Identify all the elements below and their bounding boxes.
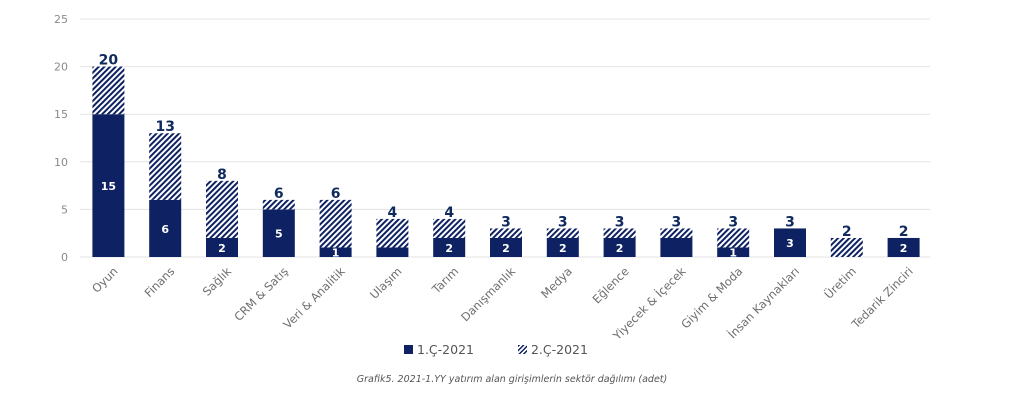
bar-segment-q1: [149, 199, 182, 257]
bar-segment-q1: [603, 237, 636, 257]
y-tick-label: 15: [54, 108, 68, 121]
y-tick-label: 20: [54, 61, 68, 74]
legend-label-q2: 2.Ç-2021: [530, 342, 588, 357]
bar-total-label: 6: [274, 186, 284, 202]
bar-value-label: 2: [616, 242, 624, 255]
bar-group: 16: [319, 186, 352, 260]
bar-value-label: 6: [161, 223, 169, 236]
bar-segment-q2: [830, 237, 863, 257]
bar-segment-q1: [319, 247, 352, 257]
bar-group: 2: [830, 224, 863, 257]
legend-swatch-solid: [404, 345, 413, 354]
bar-total-label: 2: [899, 224, 909, 240]
bar-total-label: 4: [444, 205, 454, 221]
bar-segment-q1: [717, 247, 750, 257]
bar-group: 6 13: [149, 119, 182, 257]
bar-segment-q1: [887, 237, 920, 257]
bar-segment-q1: [92, 114, 125, 257]
x-tick-label: Üretim: [820, 263, 859, 302]
bar-value-label: 3: [786, 237, 794, 250]
bar-group: 28: [206, 167, 238, 257]
bar-group: 4: [376, 205, 409, 257]
bar-group: 23: [490, 214, 522, 257]
bar-value-label: 2: [502, 242, 510, 255]
bar-total-label: 2: [842, 224, 852, 240]
bar-segment-q2: [206, 180, 238, 238]
bar-total-label: 3: [615, 214, 625, 230]
bar-segment-q2: [433, 218, 466, 238]
x-tick-label: CRM & Satış: [231, 264, 291, 324]
x-tick-label: Medya: [538, 264, 575, 301]
bar-value-label: 5: [275, 228, 283, 241]
legend-item-q2: 2.Ç-2021: [517, 342, 588, 357]
legend-label-q1: 1.Ç-2021: [417, 342, 474, 357]
legend-item-q1: 1.Ç-2021: [404, 342, 474, 357]
bar-segment-q2: [319, 199, 352, 248]
bar-segment-q2: [262, 199, 295, 210]
x-tick-label: Danışmanlık: [458, 264, 518, 324]
bar-segment-q1: [376, 247, 409, 257]
x-tick-label: Finans: [142, 264, 178, 300]
y-tick-label: 25: [54, 13, 68, 26]
bar-group: 56: [262, 186, 295, 257]
bar-value-label: 2: [900, 242, 908, 255]
x-tick-label: Tarım: [429, 264, 462, 297]
y-tick-label: 5: [61, 203, 68, 216]
x-tick-label: Eğlence: [590, 264, 632, 306]
bar-group: 23: [546, 214, 579, 257]
bar-total-label: 4: [388, 205, 398, 221]
bar-total-label: 8: [217, 167, 227, 183]
bar-segment-q2: [92, 66, 125, 115]
bar-segment-q1: [774, 228, 806, 257]
y-tick-label: 10: [54, 156, 68, 169]
bar-value-label: 15: [101, 180, 116, 193]
bar-segment-q1: [546, 237, 579, 257]
bar-total-label: 20: [99, 53, 119, 69]
bar-segment-q2: [660, 228, 693, 238]
x-tick-label: Sağlık: [200, 264, 235, 299]
bar-value-label: 2: [218, 242, 226, 255]
bar-group: 13: [717, 214, 750, 260]
bar-segment-q2: [717, 228, 750, 248]
bar-segment-q2: [490, 228, 522, 238]
bar-segment-q2: [546, 228, 579, 238]
bar-segment-q2: [603, 228, 636, 238]
legend: 1.Ç-2021 2.Ç-2021: [404, 342, 588, 357]
x-tick-label: Ulaşım: [367, 264, 405, 302]
bar-segment-q1: [490, 237, 522, 257]
bar-segment-q1: [660, 237, 693, 257]
bar-total-label: 3: [785, 214, 795, 230]
bar-segment-q1: [262, 209, 295, 257]
bar-value-label: 1: [332, 247, 340, 260]
bar-segment-q2: [149, 133, 182, 200]
bar-total-label: 13: [155, 119, 174, 135]
bar-segment-q2: [376, 218, 409, 248]
bar-group: 33: [774, 214, 806, 257]
bar-total-label: 3: [558, 214, 568, 230]
bar-value-label: 2: [445, 242, 453, 255]
bar-total-label: 6: [331, 186, 341, 202]
y-tick-label: 0: [61, 251, 68, 264]
bar-total-label: 3: [672, 214, 682, 230]
bar-segment-q1: [206, 237, 238, 257]
bar-segment-q1: [433, 237, 466, 257]
bar-value-label: 1: [729, 247, 737, 260]
y-axis-ticks: 0 5 10 15 20 25: [54, 13, 68, 264]
x-tick-label: Oyun: [89, 264, 120, 295]
bar-group: 23: [603, 214, 636, 257]
legend-swatch-hatched: [517, 345, 527, 354]
bar-group: 24: [433, 205, 466, 257]
bar-group: 22: [887, 224, 920, 257]
bar-group: 3: [660, 214, 693, 257]
figure-caption: Grafik5. 2021-1.YY yatırım alan girişiml…: [356, 374, 668, 385]
bar-value-label: 2: [559, 242, 567, 255]
bar-total-label: 3: [501, 214, 511, 230]
bar-total-label: 3: [728, 214, 738, 230]
